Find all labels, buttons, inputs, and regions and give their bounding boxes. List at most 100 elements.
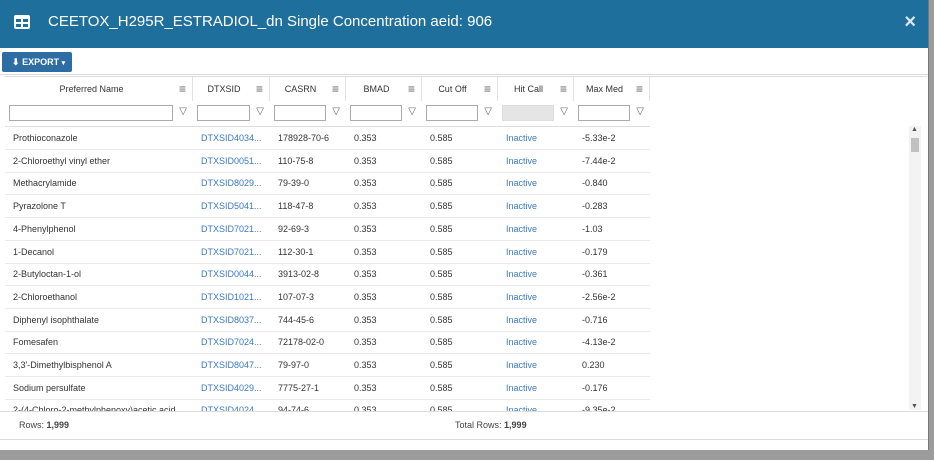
- grid-cell: 0.353: [354, 269, 377, 280]
- close-button[interactable]: ×: [904, 11, 916, 33]
- cell-link[interactable]: DTXSID8037...: [201, 314, 262, 325]
- cell-link: Inactive: [506, 201, 538, 212]
- filter-cell: ▽: [346, 101, 422, 127]
- grid-cell: -4.13e-2: [582, 337, 616, 348]
- grid-row: 2-Chloroethyl vinyl ether DTXSID0051... 11…: [5, 150, 650, 173]
- column-menu[interactable]: ≡: [559, 82, 567, 96]
- column-title: Hit Call: [513, 84, 543, 94]
- column-menu[interactable]: ≡: [255, 82, 263, 96]
- grid-cell: 0.353: [354, 291, 377, 302]
- cell-link: Inactive: [506, 246, 538, 257]
- filter-input[interactable]: [350, 105, 402, 121]
- column-header: BMAD ≡: [346, 77, 422, 101]
- filter-input[interactable]: [274, 105, 326, 121]
- grid-cell: 0.353: [354, 405, 377, 411]
- filter-input[interactable]: [578, 105, 630, 121]
- filter-input[interactable]: [197, 105, 250, 121]
- cell-link[interactable]: DTXSID4029...: [201, 382, 262, 393]
- grid-cell: 7775-27-1: [278, 382, 320, 393]
- grid-cell: 0.353: [354, 178, 377, 189]
- filter-cell: ▽: [574, 101, 650, 127]
- cell-link[interactable]: DTXSID0044...: [201, 269, 262, 280]
- column-header: DTXSID ≡: [193, 77, 270, 101]
- grid-cell: -9.35e-2: [582, 405, 616, 411]
- data-grid: Preferred Name ≡ ▽ DTXSID ≡ ▽ CASRN ≡ ▽ BMAD ≡ ▽ Cut…: [5, 76, 927, 411]
- filter-input[interactable]: [502, 105, 554, 121]
- grid-row: 2-Chloroethanol DTXSID1021... 107-07-3 0.35…: [5, 286, 650, 309]
- filter-cell: ▽: [498, 101, 574, 127]
- cell-link[interactable]: DTXSID8029...: [201, 178, 262, 189]
- filter-cell: ▽: [270, 101, 346, 127]
- grid-cell: 0.585: [430, 246, 453, 257]
- filter-input[interactable]: [426, 105, 478, 121]
- grid-cell: 72178-02-0: [278, 337, 325, 348]
- grid-cell: 0.353: [354, 246, 377, 257]
- grid-cell: 94-74-6: [278, 405, 310, 411]
- grid-cell: 0.353: [354, 155, 377, 166]
- grid-cell: -0.179: [582, 246, 608, 257]
- grid-cell: 0.585: [430, 291, 453, 302]
- grid-cell: 2-Butyloctan-1-ol: [13, 269, 82, 280]
- cell-link[interactable]: DTXSID8047...: [201, 360, 262, 370]
- filter-icon[interactable]: ▽: [408, 106, 416, 117]
- filter-icon[interactable]: ▽: [484, 106, 492, 117]
- grid-cell: 0.585: [430, 382, 453, 393]
- filter-cell: ▽: [422, 101, 498, 127]
- grid-cell: Pyrazolone T: [13, 201, 66, 212]
- table-icon: [14, 15, 30, 29]
- cell-link[interactable]: DTXSID7021...: [201, 223, 262, 234]
- grid-cell: 0.585: [430, 314, 453, 325]
- grid-row: 2-Butyloctan-1-ol DTXSID0044... 3913-02-8 0…: [5, 263, 650, 287]
- column-menu[interactable]: ≡: [331, 82, 339, 96]
- grid-cell: 0.353: [354, 360, 377, 370]
- cell-link[interactable]: DTXSID1021...: [201, 291, 262, 302]
- grid-cell: 0.353: [354, 337, 377, 348]
- grid-cell: -0.361: [582, 269, 608, 280]
- grid-cell: 0.230: [582, 360, 605, 370]
- grid-cell: 0.585: [430, 360, 453, 370]
- cell-link: Inactive: [506, 291, 538, 302]
- filter-icon[interactable]: ▽: [560, 106, 568, 117]
- cell-link: Inactive: [506, 382, 538, 393]
- filter-icon[interactable]: ▽: [332, 106, 340, 117]
- export-label: EXPORT: [22, 57, 60, 67]
- grid-cell: 0.585: [430, 155, 453, 166]
- column-title: Max Med: [585, 84, 623, 94]
- grid-cell: 107-07-3: [278, 291, 315, 302]
- export-button[interactable]: ⬇ EXPORT ▾: [2, 52, 72, 72]
- column-menu[interactable]: ≡: [635, 82, 643, 96]
- grid-cell: 3,3'-Dimethylbisphenol A: [13, 360, 112, 370]
- grid-cell: -0.716: [582, 314, 608, 325]
- cell-link[interactable]: DTXSID4024...: [201, 405, 262, 411]
- filter-icon[interactable]: ▽: [636, 106, 644, 117]
- column-menu[interactable]: ≡: [407, 82, 415, 96]
- cell-link: Inactive: [506, 337, 538, 348]
- column-title: BMAD: [363, 84, 390, 94]
- cell-link[interactable]: DTXSID4034...: [201, 133, 262, 143]
- scrollbar[interactable]: ▲ ▼: [909, 126, 921, 410]
- filter-icon[interactable]: ▽: [256, 106, 264, 117]
- grid-cell: Prothioconazole: [13, 133, 78, 143]
- column-menu[interactable]: ≡: [178, 82, 186, 96]
- cell-link[interactable]: DTXSID7024...: [201, 337, 262, 348]
- grid-cell: -0.840: [582, 178, 608, 189]
- grid-row: Diphenyl isophthalate DTXSID8037... 744-45…: [5, 309, 650, 332]
- grid-cell: 0.585: [430, 223, 453, 234]
- grid-cell: 92-69-3: [278, 223, 310, 234]
- cell-link[interactable]: DTXSID7021...: [201, 246, 262, 257]
- filter-input[interactable]: [9, 105, 173, 121]
- modal-header: CEETOX_H295R_ESTRADIOL_dn Single Concent…: [0, 0, 928, 48]
- grid-row: Prothioconazole DTXSID4034... 178928-70-6 0…: [5, 127, 650, 150]
- cell-link[interactable]: DTXSID0051...: [201, 155, 262, 166]
- grid-cell: -2.56e-2: [582, 291, 616, 302]
- filter-icon[interactable]: ▽: [179, 106, 187, 117]
- column-menu[interactable]: ≡: [483, 82, 491, 96]
- modal-title: CEETOX_H295R_ESTRADIOL_dn Single Concent…: [48, 13, 493, 30]
- grid-cell: 2-Chloroethanol: [13, 291, 78, 302]
- grid-cell: 118-47-8: [278, 201, 314, 212]
- cell-link[interactable]: DTXSID5041...: [201, 201, 262, 212]
- filter-cell: ▽: [5, 101, 193, 127]
- column-header: Cut Off ≡: [422, 77, 498, 101]
- grid-row: Methacrylamide DTXSID8029... 79-39-0 0.353 0…: [5, 172, 650, 196]
- grid-cell: 744-45-6: [278, 314, 315, 325]
